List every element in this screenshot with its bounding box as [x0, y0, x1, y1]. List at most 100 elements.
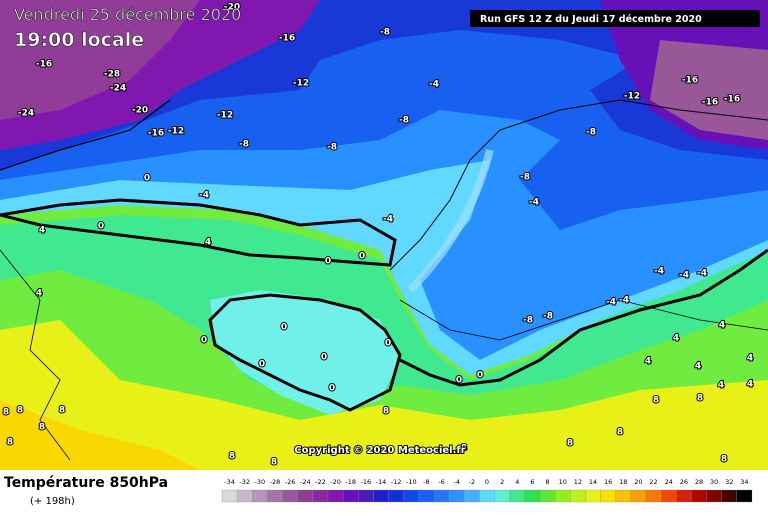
scale-label: -28	[270, 478, 281, 486]
scale-swatch	[479, 489, 495, 503]
scale-label: 12	[574, 478, 582, 486]
contour-label: -24	[110, 84, 126, 94]
scale-swatch	[282, 489, 298, 503]
contour-label: 0	[98, 222, 104, 232]
scale-swatch	[615, 489, 632, 503]
scale-swatch	[524, 489, 541, 503]
scale-label: -24	[300, 478, 311, 486]
scale-label: -4	[453, 478, 459, 486]
scale-label: -2	[469, 478, 475, 486]
contour-label: 8	[617, 428, 623, 438]
scale-swatch	[585, 489, 601, 503]
scale-label: 22	[649, 478, 657, 486]
contour-label: -4	[679, 271, 689, 281]
contour-label: -4	[606, 298, 616, 308]
scale-label: -16	[361, 478, 372, 486]
scale-label: -8	[423, 478, 429, 486]
contour-labels: -20 -16 -8 -28 -24 -16 -20 -12 -4 -16 -12 -16 -16 -24…	[2, 2, 754, 469]
scale-label: -20	[330, 478, 341, 486]
scale-swatch	[691, 489, 707, 503]
scale-swatch	[358, 489, 374, 503]
contour-label: 0	[329, 384, 335, 394]
scale-swatch	[236, 489, 253, 503]
scale-swatch	[373, 489, 389, 503]
contour-label: -16	[148, 129, 164, 139]
contour-label: 8	[59, 406, 65, 416]
contour-label: 4	[747, 354, 753, 364]
scale-swatch	[539, 489, 556, 503]
scale-swatch	[660, 489, 677, 503]
contour-label: 4	[205, 238, 211, 248]
contour-label: -20	[132, 106, 148, 116]
contour-label: -16	[724, 95, 740, 105]
contour-label: 8	[721, 455, 727, 465]
scale-label: 14	[589, 478, 597, 486]
run-box	[470, 10, 760, 27]
scale-swatch	[509, 489, 526, 503]
scale-swatch	[297, 489, 314, 503]
scale-label: 24	[665, 478, 673, 486]
contour-label: -4	[529, 198, 539, 208]
contour-label: 8	[653, 396, 659, 406]
contour-label: 8	[567, 439, 573, 449]
copyright: Copyright © 2020 Meteociel.fr	[294, 445, 465, 456]
contour-label: 0	[259, 360, 265, 370]
contour-label: -4	[619, 296, 629, 306]
scale-label: -10	[406, 478, 417, 486]
contour-label: -20	[224, 3, 240, 13]
contour-label: -4	[383, 215, 393, 225]
contour-label: 0	[385, 339, 391, 349]
contour-label: -8	[586, 128, 596, 138]
contour-label: -8	[399, 116, 409, 126]
contour-label: -16	[682, 76, 698, 86]
scale-swatch	[388, 489, 404, 503]
contour-label: -12	[293, 79, 309, 89]
contour-label: 8	[39, 423, 45, 433]
contour-label: 0	[321, 353, 327, 363]
contour-label: -16	[702, 98, 718, 108]
contour-label: -4	[697, 269, 707, 279]
scale-label: 30	[710, 478, 718, 486]
contour-label: 8	[697, 394, 703, 404]
scale-label: 20	[634, 478, 642, 486]
contour-label: -8	[523, 316, 533, 326]
scale-swatch	[494, 489, 510, 503]
scale-swatch	[570, 489, 586, 503]
scale-label: 8	[546, 478, 550, 486]
scale-label: -6	[438, 478, 444, 486]
scale-swatch	[721, 489, 738, 503]
contour-label: -12	[217, 111, 233, 121]
contour-label: -12	[624, 92, 640, 102]
scale-label: -18	[345, 478, 356, 486]
contour-label: 0	[325, 257, 331, 267]
scale-label: 34	[740, 478, 748, 486]
contour-label: -8	[380, 28, 390, 38]
color-scale: -34 -32 -30 -28 -26 -24 -22 -20 -18 -16 -14 -12 -10-…	[221, 478, 753, 503]
scale-swatch	[342, 489, 359, 503]
date-title: Vendredi 25 décembre 2020	[14, 5, 241, 24]
scale-swatch	[600, 489, 616, 503]
scale-label: 16	[604, 478, 612, 486]
scale-label: -32	[239, 478, 250, 486]
contour-label: -28	[104, 70, 120, 80]
scale-swatch	[630, 489, 647, 503]
scale-label: -34	[224, 478, 235, 486]
scale-swatch	[706, 489, 722, 503]
scale-label: 4	[515, 478, 519, 486]
scale-swatch	[267, 489, 283, 503]
scale-swatch	[448, 489, 465, 503]
scale-label: -26	[285, 478, 296, 486]
contour-label: 8	[3, 408, 9, 418]
map	[0, 0, 768, 470]
contour-label: 4	[673, 334, 679, 344]
contour-label: 4	[36, 289, 42, 299]
contour-label: 4	[645, 357, 651, 367]
scale-swatch	[645, 489, 662, 503]
contour-label: 0	[144, 174, 150, 184]
lead-time: (+ 198h)	[30, 496, 75, 507]
contour-label: -8	[327, 143, 337, 153]
scale-swatch	[736, 489, 753, 503]
contour-label: 0	[281, 323, 287, 333]
contour-label: -8	[520, 173, 530, 183]
